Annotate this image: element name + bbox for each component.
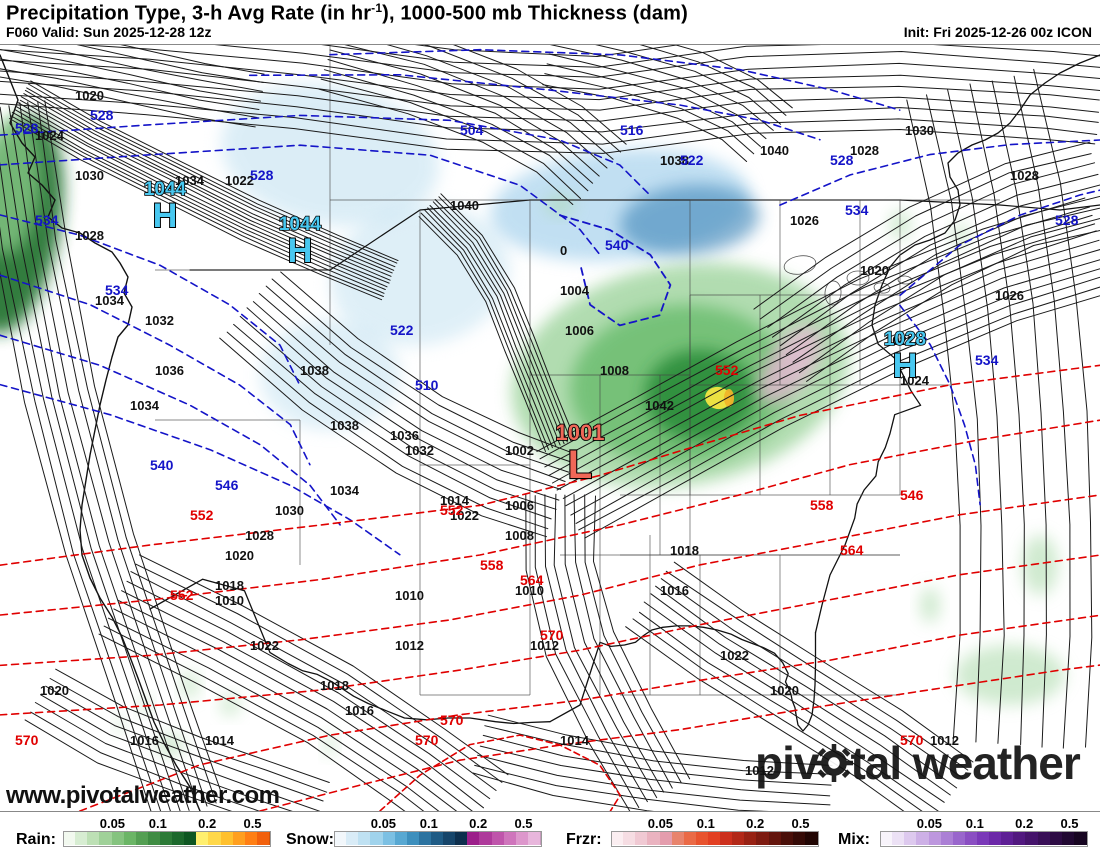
svg-text:1016: 1016 xyxy=(345,703,374,718)
svg-text:510: 510 xyxy=(415,377,439,393)
svg-text:1038: 1038 xyxy=(330,418,359,433)
svg-text:1038: 1038 xyxy=(300,363,329,378)
svg-text:1042: 1042 xyxy=(645,398,674,413)
svg-text:1036: 1036 xyxy=(155,363,184,378)
svg-text:H: H xyxy=(153,197,178,235)
svg-text:534: 534 xyxy=(35,212,59,228)
svg-text:1040: 1040 xyxy=(450,198,479,213)
svg-text:1040: 1040 xyxy=(760,143,789,158)
svg-text:552: 552 xyxy=(190,507,214,523)
svg-text:534: 534 xyxy=(975,352,999,368)
svg-text:H: H xyxy=(893,347,918,385)
svg-text:1026: 1026 xyxy=(790,213,819,228)
svg-text:1032: 1032 xyxy=(145,313,174,328)
svg-text:1020: 1020 xyxy=(860,263,889,278)
svg-text:1018: 1018 xyxy=(215,578,244,593)
svg-text:1026: 1026 xyxy=(995,288,1024,303)
svg-text:528: 528 xyxy=(1055,212,1079,228)
svg-text:552: 552 xyxy=(715,362,739,378)
svg-text:1006: 1006 xyxy=(565,323,594,338)
svg-text:1014: 1014 xyxy=(560,733,590,748)
svg-text:552: 552 xyxy=(440,502,464,518)
svg-text:1002: 1002 xyxy=(505,443,534,458)
svg-text:522: 522 xyxy=(390,322,414,338)
svg-text:540: 540 xyxy=(605,237,629,253)
svg-text:1030: 1030 xyxy=(75,168,104,183)
svg-text:1028: 1028 xyxy=(75,228,104,243)
svg-text:570: 570 xyxy=(540,627,564,643)
svg-text:1020: 1020 xyxy=(770,683,799,698)
svg-text:558: 558 xyxy=(810,497,834,513)
svg-text:534: 534 xyxy=(105,282,129,298)
svg-text:1016: 1016 xyxy=(660,583,689,598)
svg-text:528: 528 xyxy=(250,167,274,183)
svg-text:1030: 1030 xyxy=(905,123,934,138)
svg-text:1008: 1008 xyxy=(600,363,629,378)
svg-text:1020: 1020 xyxy=(40,683,69,698)
svg-text:1028: 1028 xyxy=(245,528,274,543)
svg-text:1020: 1020 xyxy=(225,548,254,563)
svg-text:1018: 1018 xyxy=(670,543,699,558)
svg-text:540: 540 xyxy=(150,457,174,473)
svg-text:1001: 1001 xyxy=(556,420,605,445)
svg-text:1036: 1036 xyxy=(390,428,419,443)
svg-text:1014: 1014 xyxy=(205,733,235,748)
svg-text:528: 528 xyxy=(15,120,39,136)
svg-text:528: 528 xyxy=(830,152,854,168)
svg-text:1022: 1022 xyxy=(720,648,749,663)
svg-text:558: 558 xyxy=(480,557,504,573)
svg-text:564: 564 xyxy=(840,542,864,558)
svg-text:1028: 1028 xyxy=(1010,168,1039,183)
svg-text:H: H xyxy=(288,232,313,270)
svg-text:546: 546 xyxy=(215,477,239,493)
svg-text:1034: 1034 xyxy=(330,483,360,498)
svg-text:1004: 1004 xyxy=(560,283,590,298)
svg-text:1010: 1010 xyxy=(215,593,244,608)
svg-text:1018: 1018 xyxy=(320,678,349,693)
svg-text:1028: 1028 xyxy=(850,143,879,158)
svg-text:570: 570 xyxy=(440,712,464,728)
svg-text:1032: 1032 xyxy=(405,443,434,458)
svg-text:1006: 1006 xyxy=(505,498,534,513)
svg-text:570: 570 xyxy=(415,732,439,748)
svg-text:1016: 1016 xyxy=(130,733,159,748)
svg-text:1024: 1024 xyxy=(35,128,65,143)
svg-text:1030: 1030 xyxy=(275,503,304,518)
svg-text:1010: 1010 xyxy=(395,588,424,603)
svg-text:552: 552 xyxy=(170,587,194,603)
svg-text:522: 522 xyxy=(680,152,704,168)
svg-text:L: L xyxy=(568,443,592,487)
svg-text:1034: 1034 xyxy=(130,398,160,413)
svg-text:528: 528 xyxy=(90,107,114,123)
svg-text:504: 504 xyxy=(460,122,484,138)
svg-text:516: 516 xyxy=(620,122,644,138)
svg-text:1020: 1020 xyxy=(75,88,104,103)
svg-text:0: 0 xyxy=(560,243,567,258)
svg-text:570: 570 xyxy=(15,732,39,748)
svg-text:1008: 1008 xyxy=(505,528,534,543)
svg-text:546: 546 xyxy=(900,487,924,503)
svg-text:1012: 1012 xyxy=(395,638,424,653)
svg-text:564: 564 xyxy=(520,572,544,588)
svg-text:1022: 1022 xyxy=(250,638,279,653)
svg-text:534: 534 xyxy=(845,202,869,218)
